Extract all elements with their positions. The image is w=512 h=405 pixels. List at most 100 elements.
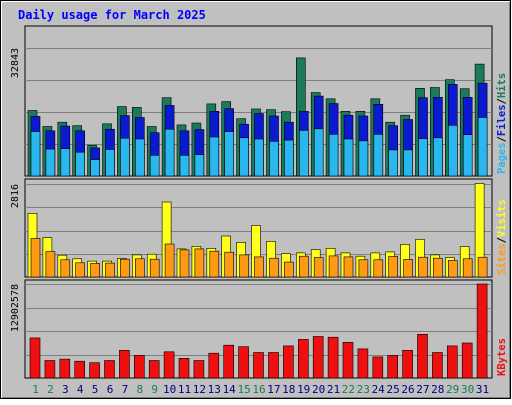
bar-sites-day-2 xyxy=(45,251,56,278)
legend-item: / xyxy=(496,98,508,104)
bar-sites-day-26 xyxy=(403,259,413,278)
bar-pages-day-21 xyxy=(328,134,339,177)
bar-sites-day-11 xyxy=(179,249,190,278)
kbytes-panel: 12902578 KBytes xyxy=(10,279,508,379)
day-label-18: 18 xyxy=(282,383,295,396)
bar-sites-day-29 xyxy=(447,260,458,278)
bar-sites-day-17 xyxy=(269,257,279,278)
bar-pages-day-23 xyxy=(358,140,369,177)
bar-sites-day-1 xyxy=(30,238,41,278)
bar-kbytes-day-3 xyxy=(59,358,71,379)
day-label-31: 31 xyxy=(476,383,489,396)
bar-pages-day-13 xyxy=(209,136,220,177)
day-label-30: 30 xyxy=(461,383,474,396)
bar-sites-day-13 xyxy=(209,250,220,278)
bar-pages-day-30 xyxy=(462,134,473,177)
bar-pages-day-27 xyxy=(418,138,428,177)
bar-kbytes-day-24 xyxy=(372,356,384,379)
day-label-13: 13 xyxy=(208,383,221,396)
bar-sites-day-19 xyxy=(298,255,309,278)
bar-pages-day-31 xyxy=(477,117,488,177)
bar-pages-day-3 xyxy=(60,148,71,177)
bar-pages-day-19 xyxy=(298,130,309,177)
bar-pages-day-5 xyxy=(90,159,100,177)
legend-item: KBytes xyxy=(496,338,508,376)
bar-pages-day-7 xyxy=(120,137,130,177)
day-label-12: 12 xyxy=(193,383,206,396)
bar-sites-day-24 xyxy=(373,259,384,278)
bar-pages-day-29 xyxy=(447,125,458,177)
day-label-1: 1 xyxy=(32,383,39,396)
day-label-11: 11 xyxy=(178,383,191,396)
legend-item: Visits xyxy=(496,199,508,237)
legend-item: Files xyxy=(496,104,508,136)
bar-sites-day-30 xyxy=(462,258,473,278)
bar-pages-day-12 xyxy=(194,154,205,177)
bar-sites-day-16 xyxy=(254,256,264,278)
bar-kbytes-day-15 xyxy=(238,346,249,379)
bar-sites-day-12 xyxy=(194,248,205,278)
kbytes-max-label: 12902578 xyxy=(10,284,21,332)
bar-kbytes-day-25 xyxy=(387,355,399,379)
day-label-23: 23 xyxy=(357,383,370,396)
bar-kbytes-day-5 xyxy=(89,362,100,379)
bar-sites-day-31 xyxy=(477,256,488,278)
day-label-8: 8 xyxy=(136,383,143,396)
day-label-3: 3 xyxy=(62,383,69,396)
bar-kbytes-day-7 xyxy=(119,349,130,379)
bar-kbytes-day-10 xyxy=(163,351,175,379)
day-label-16: 16 xyxy=(252,383,265,396)
legend-item: Hits xyxy=(496,73,508,98)
bar-sites-day-23 xyxy=(358,259,369,278)
bar-kbytes-day-4 xyxy=(74,360,85,379)
day-label-4: 4 xyxy=(77,383,84,396)
bar-pages-day-20 xyxy=(313,128,324,177)
legend-item: Sites xyxy=(496,243,508,275)
day-label-15: 15 xyxy=(237,383,250,396)
bar-sites-day-10 xyxy=(164,243,175,278)
hits-files-pages-max-label: 32843 xyxy=(10,48,21,78)
bar-pages-day-25 xyxy=(388,149,399,177)
day-label-2: 2 xyxy=(47,383,54,396)
bar-pages-day-17 xyxy=(269,141,279,177)
bar-pages-day-28 xyxy=(433,137,443,177)
day-label-25: 25 xyxy=(386,383,399,396)
day-label-19: 19 xyxy=(297,383,310,396)
bar-pages-day-16 xyxy=(254,138,264,177)
bar-kbytes-day-19 xyxy=(297,339,309,379)
bar-kbytes-day-8 xyxy=(134,355,145,379)
bar-sites-day-21 xyxy=(328,255,339,278)
bar-sites-day-14 xyxy=(224,251,234,278)
day-label-6: 6 xyxy=(107,383,114,396)
bar-kbytes-day-22 xyxy=(342,341,354,379)
bar-sites-day-18 xyxy=(284,261,294,278)
bar-sites-day-27 xyxy=(418,256,428,278)
bar-pages-day-11 xyxy=(179,155,190,177)
day-label-9: 9 xyxy=(151,383,158,396)
day-label-29: 29 xyxy=(446,383,459,396)
day-label-5: 5 xyxy=(92,383,99,396)
day-label-26: 26 xyxy=(401,383,414,396)
bar-kbytes-day-31 xyxy=(476,283,488,379)
bar-kbytes-day-13 xyxy=(208,352,220,379)
bar-kbytes-day-17 xyxy=(268,352,279,379)
bar-kbytes-day-20 xyxy=(312,336,324,379)
bar-kbytes-day-28 xyxy=(432,352,443,379)
bar-pages-day-22 xyxy=(343,138,354,177)
bar-sites-day-8 xyxy=(135,258,145,278)
bar-sites-day-3 xyxy=(60,259,71,278)
bar-pages-day-1 xyxy=(30,131,41,177)
bar-pages-day-10 xyxy=(164,128,175,177)
bar-sites-day-22 xyxy=(343,256,354,278)
bar-kbytes-day-14 xyxy=(223,344,234,379)
bar-kbytes-day-9 xyxy=(148,360,160,379)
bar-pages-day-24 xyxy=(373,134,384,177)
day-label-22: 22 xyxy=(342,383,355,396)
day-label-10: 10 xyxy=(163,383,176,396)
bar-kbytes-day-18 xyxy=(283,345,294,379)
bar-kbytes-day-23 xyxy=(357,348,369,379)
day-label-24: 24 xyxy=(372,383,386,396)
bar-kbytes-day-27 xyxy=(417,333,428,379)
